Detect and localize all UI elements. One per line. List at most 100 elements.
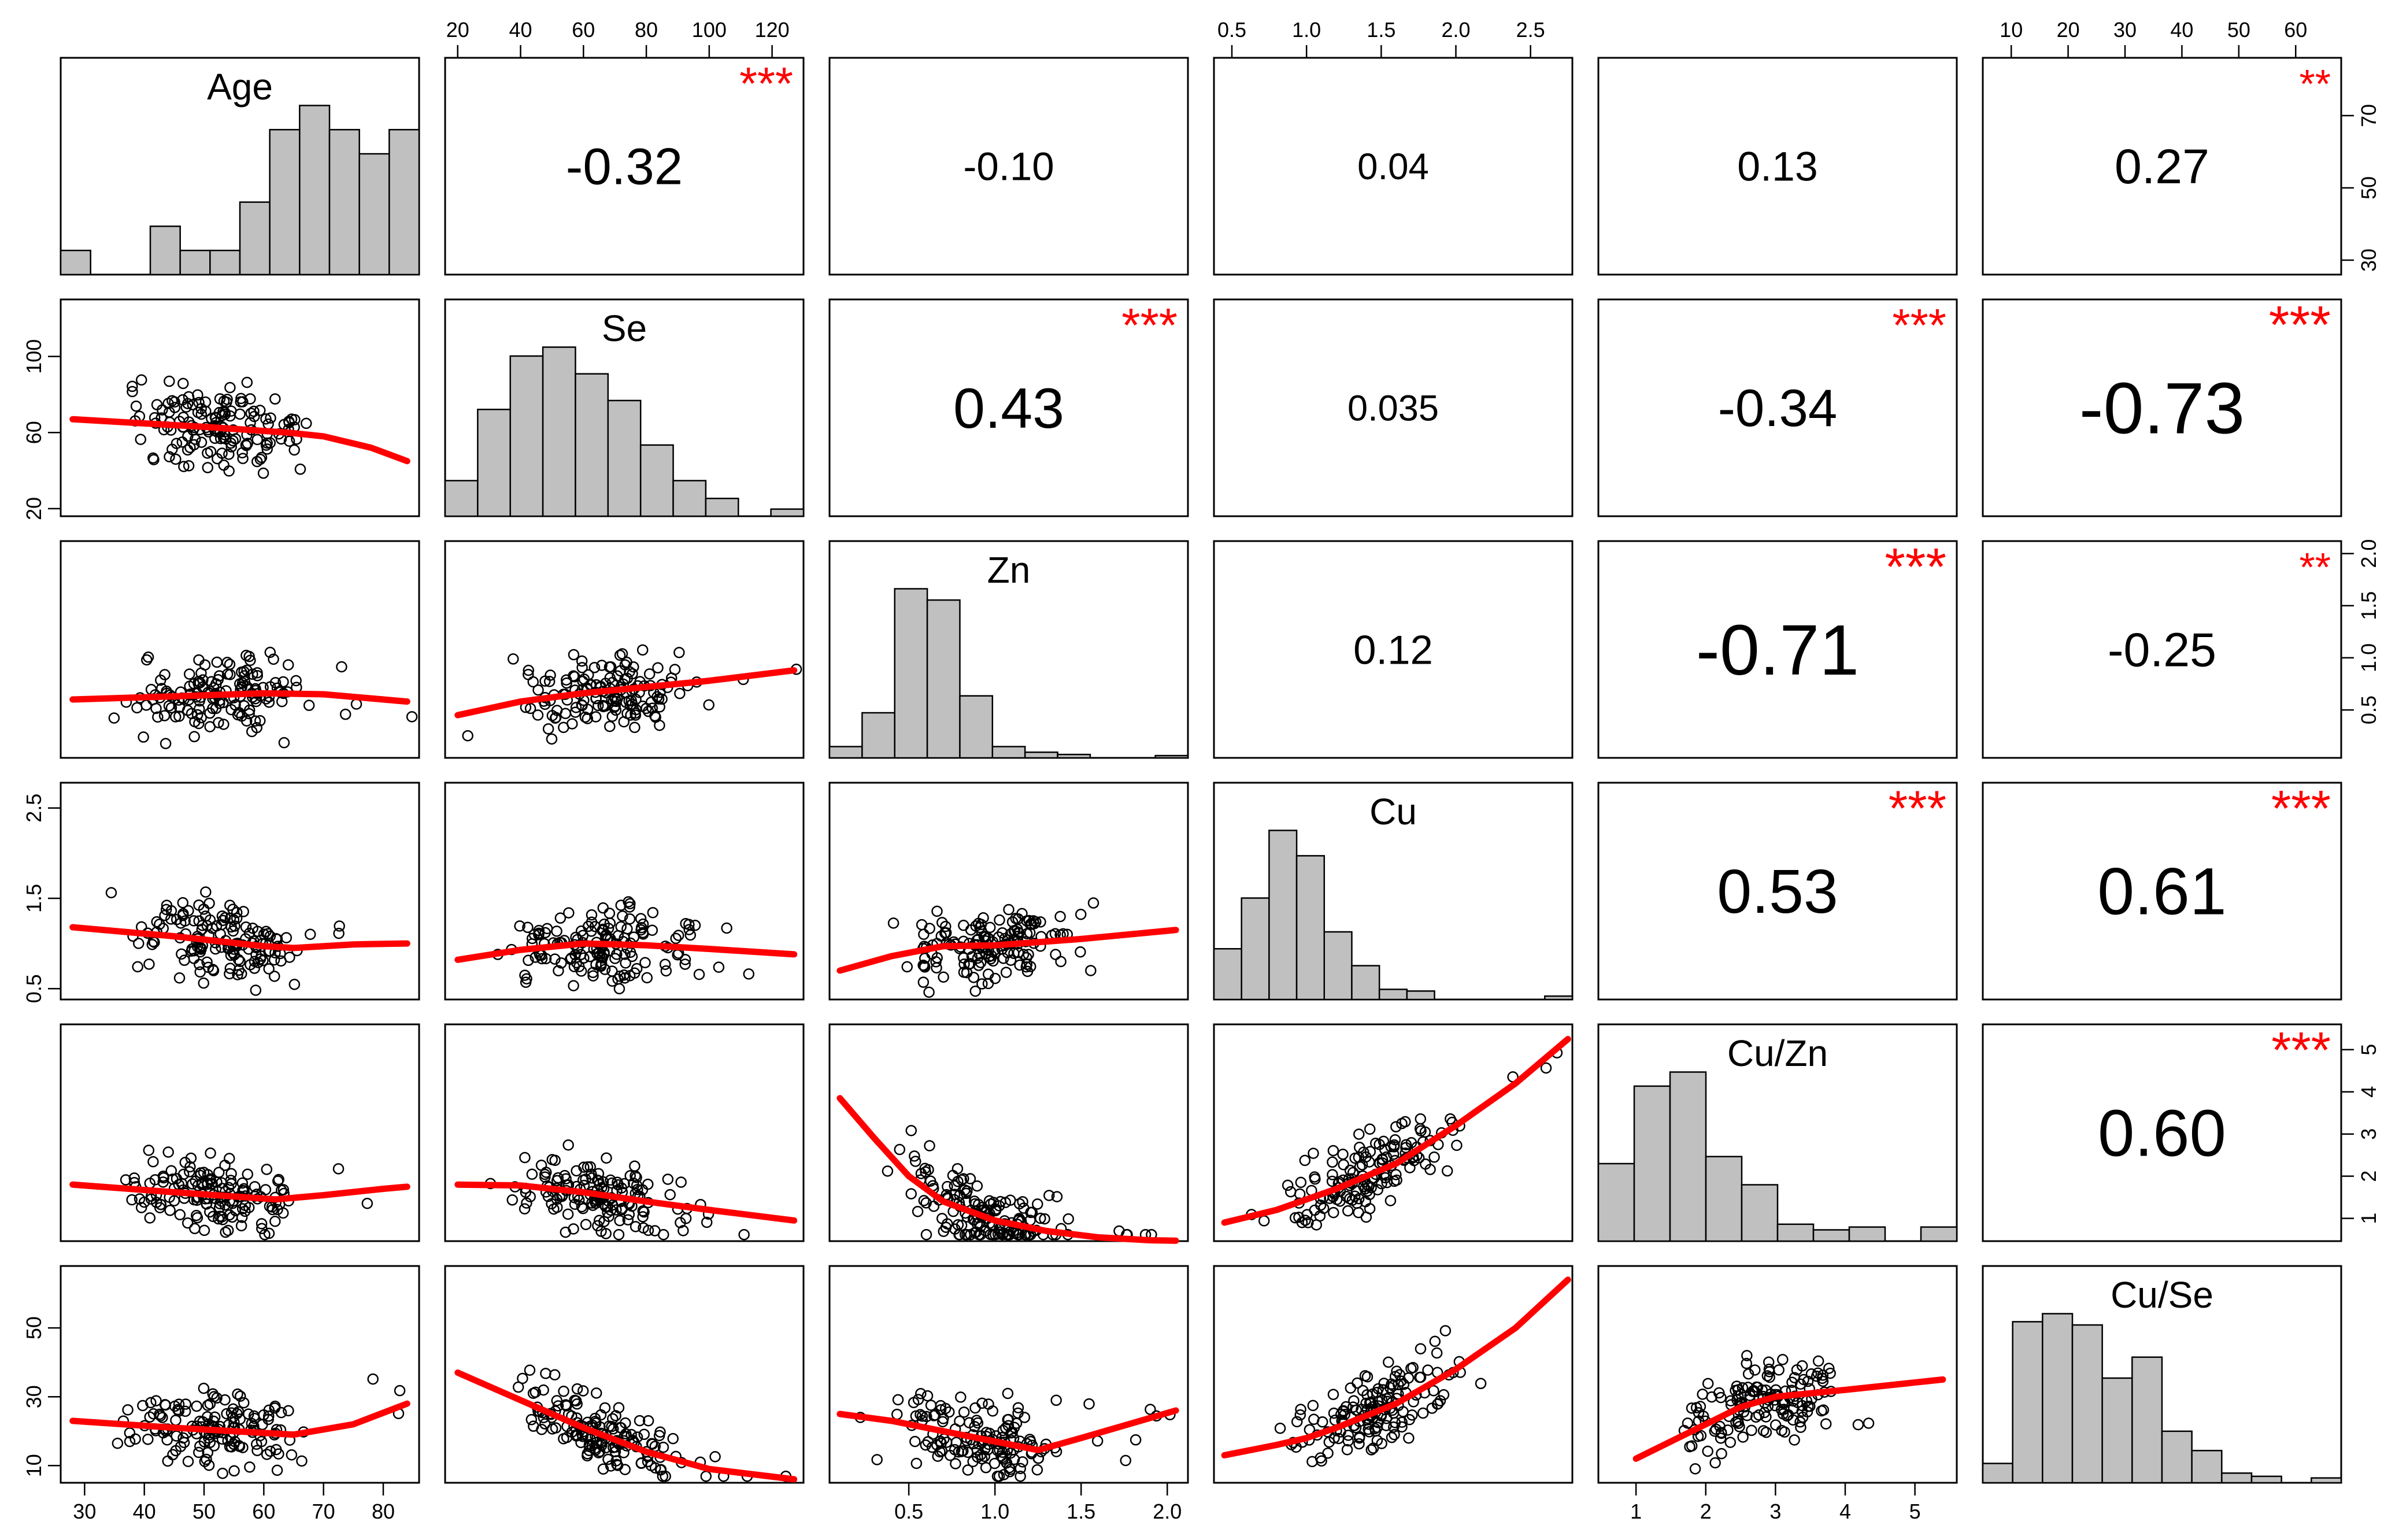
scatter-point bbox=[171, 1430, 182, 1442]
scatter-point bbox=[549, 1369, 561, 1380]
scatter-point bbox=[242, 1168, 254, 1180]
scatter-point bbox=[539, 675, 551, 687]
tick-label: 120 bbox=[755, 18, 790, 42]
scatter-point bbox=[966, 951, 978, 962]
scatter-point bbox=[192, 1180, 204, 1191]
scatter-point bbox=[606, 1199, 619, 1211]
scatter-point bbox=[272, 1175, 284, 1187]
scatter-point bbox=[652, 662, 664, 674]
hist-bar-se-3 bbox=[542, 346, 576, 517]
scatter-point bbox=[965, 924, 977, 936]
scatter-point bbox=[905, 1188, 917, 1200]
scatter-point bbox=[638, 1428, 650, 1441]
scatter-point bbox=[1309, 1173, 1321, 1185]
hist-bar-cu-se-0 bbox=[1982, 1463, 2013, 1484]
cell-zn-se-scatter bbox=[444, 540, 805, 759]
scatter-point bbox=[108, 712, 120, 724]
scatter-point bbox=[1351, 1197, 1363, 1209]
scatter-point bbox=[569, 949, 581, 961]
scatter-point bbox=[271, 1464, 283, 1476]
scatter-point bbox=[519, 1203, 531, 1215]
scatter-point bbox=[261, 1164, 273, 1175]
scatter-point bbox=[546, 1198, 557, 1210]
scatter-point bbox=[630, 708, 641, 719]
scatter-point bbox=[1035, 916, 1046, 928]
scatter-point bbox=[180, 401, 192, 413]
scatter-point bbox=[1358, 1146, 1369, 1158]
variable-label-cu-zn: Cu/Zn bbox=[1727, 1032, 1828, 1074]
scatter-point bbox=[1001, 1229, 1013, 1241]
scatter-point bbox=[210, 412, 222, 424]
scatter-point bbox=[561, 1400, 572, 1412]
scatter-point bbox=[155, 674, 166, 686]
scatter-point bbox=[1024, 927, 1036, 939]
scatter-point bbox=[188, 439, 200, 451]
cell-frame bbox=[444, 1023, 805, 1242]
scatter-point bbox=[597, 923, 609, 935]
scatter-point bbox=[551, 1175, 563, 1187]
scatter-point bbox=[971, 1180, 983, 1192]
scatter-point bbox=[234, 1390, 246, 1402]
scatter-point bbox=[630, 1170, 641, 1182]
scatter-point bbox=[1002, 1420, 1015, 1431]
scatter-point bbox=[1000, 967, 1012, 978]
cell-age-zn-correlation: -0.10 bbox=[828, 57, 1189, 276]
scatter-point bbox=[600, 1228, 612, 1239]
scatter-point bbox=[224, 912, 236, 924]
hist-bar-se-4 bbox=[575, 373, 609, 517]
correlation-value-age-cu: 0.04 bbox=[1357, 146, 1429, 187]
scatter-point bbox=[1428, 1151, 1440, 1163]
scatter-point bbox=[277, 1184, 290, 1195]
scatter-point bbox=[183, 905, 194, 917]
scatter-point bbox=[1715, 1391, 1727, 1404]
scatter-point bbox=[622, 1214, 634, 1226]
scatter-point bbox=[183, 1166, 195, 1178]
scatter-point bbox=[1396, 1117, 1408, 1130]
scatter-point bbox=[1294, 1409, 1306, 1421]
scatter-point bbox=[580, 1219, 592, 1230]
scatter-point bbox=[524, 702, 536, 715]
cell-cu-se-cu-se-histogram: Cu/Se bbox=[1982, 1265, 2342, 1484]
scatter-point bbox=[614, 1215, 625, 1227]
scatter-point bbox=[334, 920, 345, 932]
scatter-point bbox=[221, 396, 232, 408]
scatter-point bbox=[593, 699, 604, 712]
scatter-point bbox=[232, 1388, 243, 1400]
scatter-point bbox=[956, 1174, 968, 1186]
scatter-point bbox=[1805, 1368, 1817, 1380]
scatter-point bbox=[204, 707, 216, 719]
scatter-point bbox=[232, 709, 244, 721]
tick-label: 20 bbox=[2057, 18, 2080, 42]
scatter-point bbox=[1296, 1217, 1308, 1228]
scatter-point bbox=[1083, 1398, 1095, 1410]
scatter-point bbox=[641, 972, 653, 984]
scatter-point bbox=[288, 444, 300, 456]
scatter-point bbox=[208, 1440, 220, 1452]
scatter-point bbox=[524, 1364, 536, 1376]
scatter-point bbox=[591, 948, 603, 960]
scatter-point bbox=[1010, 913, 1021, 924]
scatter-point bbox=[249, 410, 260, 423]
scatter-point bbox=[558, 1433, 569, 1445]
scatter-point bbox=[174, 1209, 186, 1221]
scatter-point bbox=[243, 1408, 254, 1420]
hist-bar-zn-10 bbox=[1154, 754, 1189, 759]
scatter-point bbox=[543, 676, 556, 687]
tick-label: 2 bbox=[2357, 1171, 2381, 1182]
scatter-point bbox=[126, 1194, 138, 1206]
scatter-point bbox=[1812, 1367, 1824, 1379]
tick-label: 1 bbox=[2357, 1213, 2381, 1224]
scatter-point bbox=[562, 1208, 574, 1220]
scatter-point bbox=[158, 710, 171, 721]
scatter-point bbox=[656, 693, 668, 705]
cell-cu-se-cu-scatter bbox=[1213, 1265, 1574, 1484]
scatter-point bbox=[246, 725, 258, 738]
scatter-point bbox=[208, 965, 220, 976]
correlation-value-se-cu: 0.035 bbox=[1347, 388, 1439, 429]
correlation-value-se-cu-zn: -0.34 bbox=[1718, 379, 1838, 438]
tick-label: 0.5 bbox=[894, 1500, 923, 1523]
scatter-point bbox=[978, 912, 989, 924]
scatter-point bbox=[568, 649, 580, 661]
cell-cu-se-scatter bbox=[444, 782, 805, 1001]
tick-label: 3 bbox=[2357, 1128, 2381, 1140]
